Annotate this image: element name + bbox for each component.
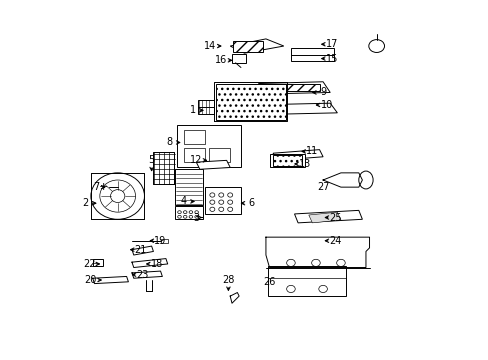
FancyBboxPatch shape bbox=[262, 84, 319, 91]
Text: 24: 24 bbox=[329, 236, 341, 246]
Ellipse shape bbox=[209, 207, 214, 211]
Text: 22: 22 bbox=[82, 259, 95, 269]
Ellipse shape bbox=[177, 215, 181, 218]
Ellipse shape bbox=[110, 190, 124, 203]
Ellipse shape bbox=[91, 173, 144, 219]
Ellipse shape bbox=[368, 40, 384, 53]
Ellipse shape bbox=[286, 285, 295, 293]
Text: 19: 19 bbox=[154, 236, 166, 246]
Ellipse shape bbox=[183, 215, 186, 218]
FancyBboxPatch shape bbox=[205, 187, 241, 214]
FancyBboxPatch shape bbox=[231, 54, 246, 63]
Polygon shape bbox=[251, 103, 337, 114]
FancyBboxPatch shape bbox=[183, 130, 205, 144]
Text: 17: 17 bbox=[325, 39, 338, 49]
Ellipse shape bbox=[318, 285, 326, 293]
Text: 25: 25 bbox=[329, 212, 341, 222]
Polygon shape bbox=[272, 150, 323, 160]
Text: 21: 21 bbox=[134, 245, 147, 255]
Text: 6: 6 bbox=[248, 198, 254, 208]
Ellipse shape bbox=[189, 215, 192, 218]
Text: 4: 4 bbox=[181, 197, 186, 206]
FancyBboxPatch shape bbox=[290, 48, 333, 62]
Polygon shape bbox=[230, 39, 283, 53]
FancyBboxPatch shape bbox=[208, 148, 230, 162]
Text: 1: 1 bbox=[189, 105, 195, 115]
FancyBboxPatch shape bbox=[175, 169, 203, 205]
FancyBboxPatch shape bbox=[198, 100, 214, 114]
FancyBboxPatch shape bbox=[176, 125, 241, 167]
Ellipse shape bbox=[286, 259, 295, 266]
Text: 9: 9 bbox=[319, 87, 325, 98]
FancyBboxPatch shape bbox=[175, 206, 203, 219]
Ellipse shape bbox=[358, 171, 372, 189]
Text: 5: 5 bbox=[148, 156, 154, 165]
Text: 16: 16 bbox=[215, 55, 227, 65]
Ellipse shape bbox=[100, 180, 135, 212]
Text: 10: 10 bbox=[320, 100, 332, 110]
Text: 13: 13 bbox=[299, 159, 311, 169]
FancyBboxPatch shape bbox=[160, 239, 167, 243]
Text: +: + bbox=[99, 182, 108, 192]
Ellipse shape bbox=[227, 193, 232, 197]
Text: 12: 12 bbox=[190, 156, 202, 165]
Ellipse shape bbox=[218, 193, 224, 197]
FancyBboxPatch shape bbox=[216, 84, 285, 120]
Polygon shape bbox=[251, 82, 329, 94]
Text: 27: 27 bbox=[316, 182, 328, 192]
Text: 2: 2 bbox=[82, 198, 88, 208]
Text: 14: 14 bbox=[204, 41, 216, 51]
FancyBboxPatch shape bbox=[153, 152, 174, 184]
Ellipse shape bbox=[311, 259, 320, 266]
Ellipse shape bbox=[218, 200, 224, 204]
Text: 28: 28 bbox=[222, 275, 234, 285]
Ellipse shape bbox=[183, 211, 186, 213]
Ellipse shape bbox=[209, 193, 214, 197]
Ellipse shape bbox=[336, 259, 345, 266]
Ellipse shape bbox=[218, 207, 224, 211]
FancyBboxPatch shape bbox=[232, 41, 263, 52]
Ellipse shape bbox=[209, 200, 214, 204]
Text: 23: 23 bbox=[136, 270, 148, 280]
FancyBboxPatch shape bbox=[269, 154, 305, 167]
Text: 15: 15 bbox=[325, 54, 338, 64]
Ellipse shape bbox=[194, 211, 198, 213]
Text: 20: 20 bbox=[84, 275, 97, 285]
Polygon shape bbox=[308, 212, 340, 223]
Ellipse shape bbox=[177, 211, 181, 213]
Text: 26: 26 bbox=[263, 277, 275, 287]
Ellipse shape bbox=[227, 200, 232, 204]
Ellipse shape bbox=[227, 207, 232, 211]
Text: 18: 18 bbox=[150, 259, 163, 269]
Text: 8: 8 bbox=[166, 138, 172, 148]
Polygon shape bbox=[196, 160, 230, 169]
FancyBboxPatch shape bbox=[183, 148, 205, 162]
FancyBboxPatch shape bbox=[93, 258, 103, 266]
Text: 7: 7 bbox=[93, 182, 99, 192]
Ellipse shape bbox=[189, 211, 192, 213]
Text: 11: 11 bbox=[305, 147, 318, 157]
FancyBboxPatch shape bbox=[272, 155, 301, 166]
Ellipse shape bbox=[194, 215, 198, 218]
Text: 3: 3 bbox=[193, 212, 199, 222]
FancyBboxPatch shape bbox=[267, 266, 346, 296]
Polygon shape bbox=[294, 210, 362, 223]
